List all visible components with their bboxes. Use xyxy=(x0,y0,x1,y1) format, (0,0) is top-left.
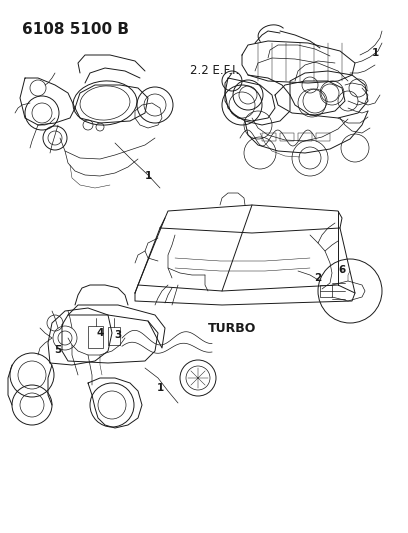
Text: 2: 2 xyxy=(315,273,322,283)
Bar xyxy=(298,133,312,141)
Text: 5: 5 xyxy=(54,345,62,355)
Bar xyxy=(88,326,103,348)
Bar xyxy=(316,133,330,141)
Bar xyxy=(320,285,332,297)
Bar xyxy=(262,133,276,141)
Text: 6: 6 xyxy=(338,265,346,275)
Text: 2.2 E.F.I.: 2.2 E.F.I. xyxy=(190,64,239,77)
Text: 1: 1 xyxy=(144,171,152,181)
Bar xyxy=(108,327,120,345)
Text: 4: 4 xyxy=(96,328,104,338)
Text: 1: 1 xyxy=(371,48,379,58)
Text: TURBO: TURBO xyxy=(208,321,256,335)
Text: 1: 1 xyxy=(156,383,164,393)
Bar xyxy=(280,133,294,141)
Text: 6108 5100 B: 6108 5100 B xyxy=(22,22,129,37)
Text: 3: 3 xyxy=(114,330,122,340)
